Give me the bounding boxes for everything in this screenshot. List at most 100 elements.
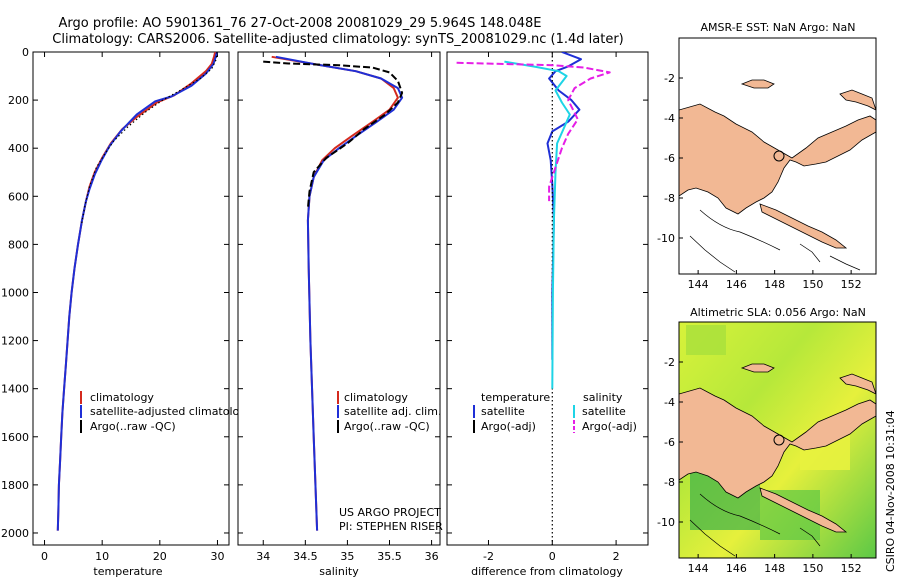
temperature-series — [56, 52, 218, 531]
salinity-xlabel: salinity — [319, 565, 359, 578]
legend-label-sal-satellite: satellite — [582, 405, 626, 418]
map-x-tick-label: 150 — [802, 562, 823, 575]
map-y-tick-label: -8 — [664, 476, 675, 489]
legend-label-temp-argo: Argo(-adj) — [481, 420, 536, 433]
legend-label-sal-argo: Argo(-adj) — [582, 420, 637, 433]
difference-xlabel: difference from climatology — [471, 565, 623, 578]
salinity-axes-box — [237, 51, 441, 546]
legend-label-climatology: climatology — [344, 391, 408, 404]
salinity-panel: 34 34.5 35 35.5 36 salinity climatology sate… — [237, 51, 443, 578]
series-line-1 — [546, 52, 582, 360]
y-tick-label: 600 — [8, 190, 29, 203]
series-line-4 — [456, 61, 611, 202]
sla-map-land — [679, 325, 876, 557]
series-line-3 — [504, 60, 571, 389]
y-tick-label: 1200 — [1, 335, 29, 348]
sla-map-panel: Altimetric SLA: 0.056 Argo: NaN 144 146 14… — [657, 306, 877, 575]
figure-title-line2: Climatology: CARS2006. Satellite-adjuste… — [52, 32, 624, 47]
salinity-series — [263, 55, 404, 531]
legend-label-satellite: satellite adj. clim. — [344, 405, 441, 418]
coast-detail — [689, 493, 821, 557]
salinity-ticks: 34 34.5 35 35.5 36 — [238, 51, 440, 563]
series-line-2 — [56, 52, 218, 531]
temperature-axes-box — [32, 51, 230, 546]
argo-location-marker — [773, 150, 785, 162]
map-y-tick-label: -4 — [664, 112, 675, 125]
temperature-ticks: 0 10 20 30 0 200 400 600 800 1000 1200 1400 1600 1800… — [1, 46, 229, 563]
x-tick-label: 10 — [95, 550, 109, 563]
temperature-panel: 0 10 20 30 0 200 400 600 800 1000 1200 1400 1600 1800… — [1, 46, 253, 578]
y-tick-label: 2000 — [1, 527, 29, 540]
y-tick-label: 400 — [8, 142, 29, 155]
sst-map-panel: AMSR-E SST: NaN Argo: NaN 144 146 148 150 15… — [657, 21, 877, 291]
x-tick-label: 35.5 — [377, 550, 402, 563]
new-guinea-land — [679, 387, 876, 499]
map-x-tick-label: 148 — [764, 562, 785, 575]
x-tick-label: 30 — [210, 550, 224, 563]
map-x-tick-label: 152 — [841, 278, 862, 291]
y-tick-label: 1400 — [1, 383, 29, 396]
map-x-tick-label: 152 — [841, 562, 862, 575]
papuan-peninsula-land — [759, 487, 848, 533]
sla-map-title: Altimetric SLA: 0.056 Argo: NaN — [690, 306, 866, 319]
map-y-tick-label: -10 — [657, 516, 675, 529]
map-x-tick-label: 148 — [764, 278, 785, 291]
sst-map-title: AMSR-E SST: NaN Argo: NaN — [701, 21, 856, 34]
y-tick-label: 0 — [22, 46, 29, 59]
map-y-tick-label: -10 — [657, 232, 675, 245]
sst-map-land — [679, 79, 876, 273]
x-tick-label: 34.5 — [293, 550, 318, 563]
new-britain-land — [839, 89, 876, 111]
map-y-tick-label: -8 — [664, 192, 675, 205]
temperature-legend: climatology satellite-adjusted climatolo… — [80, 391, 253, 433]
difference-panel: -2 0 2 difference from climatology tempera… — [446, 51, 649, 578]
x-tick-label: 34 — [256, 550, 270, 563]
legend-label-argo: Argo(..raw -QC) — [90, 420, 176, 433]
map-x-tick-label: 146 — [726, 562, 747, 575]
x-tick-label: 0 — [41, 550, 48, 563]
sla-map-frame — [678, 321, 877, 559]
difference-axes-box — [446, 51, 649, 546]
side-stamp: CSIRO 04-Nov-2008 10:31:04 — [884, 410, 897, 572]
map-x-tick-label: 144 — [688, 278, 709, 291]
difference-series — [456, 52, 611, 545]
series-line-1 — [56, 52, 217, 531]
legend-label-climatology: climatology — [90, 391, 154, 404]
y-tick-label: 1800 — [1, 479, 29, 492]
x-tick-label: -2 — [483, 550, 494, 563]
series-line-3 — [263, 60, 404, 209]
y-tick-label: 1600 — [1, 431, 29, 444]
x-tick-label: 36 — [425, 550, 439, 563]
y-tick-label: 200 — [8, 94, 29, 107]
project-line1: US ARGO PROJECT — [339, 506, 441, 519]
x-tick-label: 0 — [549, 550, 556, 563]
map-y-tick-label: -4 — [664, 396, 675, 409]
x-tick-label: 20 — [153, 550, 167, 563]
argo-location-marker — [773, 434, 785, 446]
legend-header-temperature: temperature — [481, 391, 550, 404]
legend-label-temp-satellite: satellite — [481, 405, 525, 418]
map-y-tick-label: -2 — [664, 356, 675, 369]
papuan-peninsula-land — [759, 203, 848, 249]
map-y-tick-label: -2 — [664, 72, 675, 85]
salinity-legend: climatology satellite adj. clim. Argo(..… — [337, 391, 441, 433]
legend-header-salinity: salinity — [583, 391, 623, 404]
x-tick-label: 2 — [613, 550, 620, 563]
map-y-tick-label: -6 — [664, 436, 675, 449]
new-guinea-land — [679, 103, 876, 215]
legend-label-satellite: satellite-adjusted climatology — [90, 405, 253, 418]
difference-legend: temperature salinity satellite Argo(-adj… — [473, 391, 637, 433]
series-line-3 — [80, 52, 218, 226]
x-tick-label: 35 — [340, 550, 354, 563]
manus-land — [740, 363, 775, 373]
map-x-tick-label: 144 — [688, 562, 709, 575]
sst-map-frame — [678, 37, 877, 275]
manus-land — [740, 79, 775, 89]
y-tick-label: 800 — [8, 238, 29, 251]
temperature-xlabel: temperature — [93, 565, 162, 578]
sst-map-ticks: 144 146 148 150 152 -2 -4 -6 -8 -10 — [657, 72, 862, 291]
map-y-tick-label: -6 — [664, 152, 675, 165]
legend-label-argo: Argo(..raw -QC) — [344, 420, 430, 433]
map-x-tick-label: 146 — [726, 278, 747, 291]
